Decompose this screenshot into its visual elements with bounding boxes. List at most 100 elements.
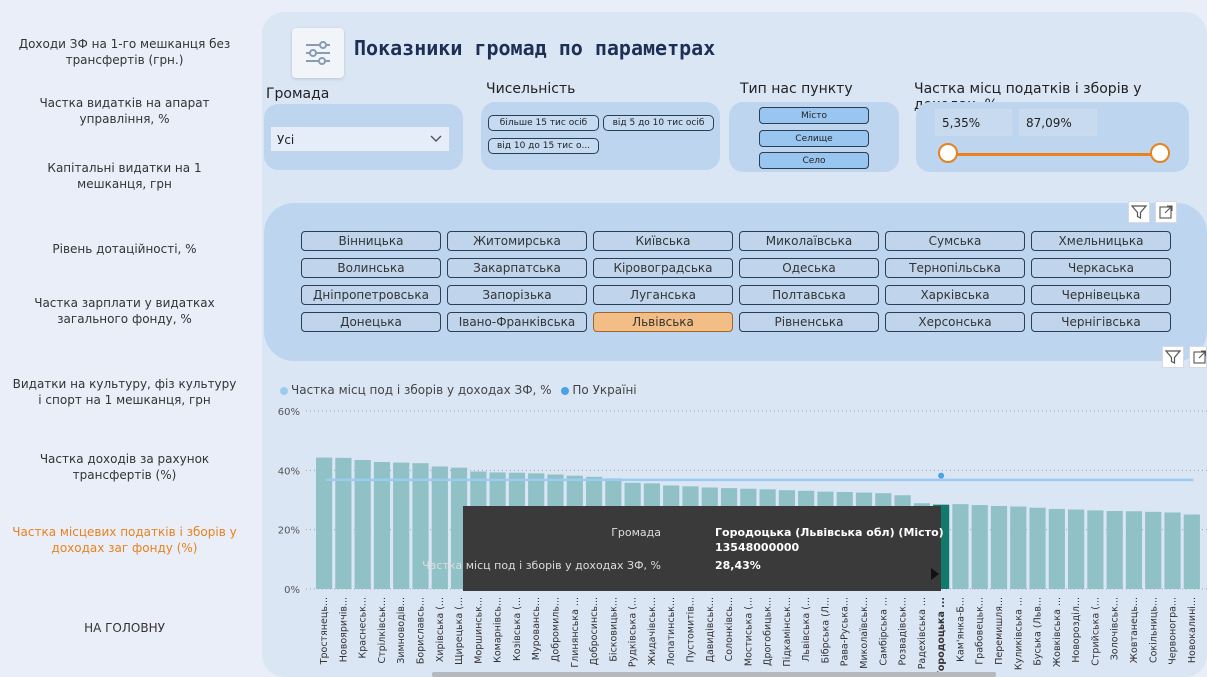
range-slider-max-handle[interactable] — [1150, 143, 1170, 163]
range-slider-min-handle[interactable] — [938, 143, 958, 163]
hromada-dropdown-value: Усі — [277, 133, 295, 147]
settlement-option-city[interactable]: Місто — [759, 107, 869, 124]
region-button[interactable]: Вінницька — [301, 231, 441, 251]
region-button[interactable]: Львівська — [593, 312, 733, 332]
region-button[interactable]: Миколаївська — [739, 231, 879, 251]
region-button[interactable]: Кіровоградська — [593, 258, 733, 278]
population-option-5-10k[interactable]: від 5 до 10 тис осіб — [603, 115, 714, 131]
nav-item-local-tax-share[interactable]: Частка місцевих податків і зборів у дохо… — [12, 525, 237, 555]
bar[interactable] — [431, 466, 448, 589]
bar[interactable] — [335, 457, 352, 589]
region-button[interactable]: Рівненська — [739, 312, 879, 332]
region-button[interactable]: Дніпропетровська — [301, 285, 441, 305]
x-tick-label: Куликівська ... — [1013, 597, 1024, 670]
filter-icon[interactable] — [1128, 201, 1150, 223]
settlement-option-town[interactable]: Селище — [759, 130, 869, 147]
focus-mode-icon[interactable] — [1155, 201, 1177, 223]
population-option-10-15k[interactable]: від 10 до 15 тис о... — [488, 138, 599, 154]
settlement-option-village[interactable]: Село — [759, 152, 869, 169]
region-button[interactable]: Хмельницька — [1031, 231, 1171, 251]
bar[interactable] — [373, 462, 391, 589]
region-button[interactable]: Закарпатська — [447, 258, 587, 278]
range-max-input[interactable]: 87,09% — [1019, 109, 1097, 136]
nav-item-capital-expenses[interactable]: Капітальні видатки на 1 мешканця, грн — [47, 161, 202, 191]
population-filter-label: Чисельність — [486, 81, 576, 97]
sliders-icon — [292, 28, 344, 78]
range-slider-track[interactable] — [948, 153, 1160, 156]
region-button[interactable]: Чернігівська — [1031, 312, 1171, 332]
region-button[interactable]: Сумська — [885, 231, 1025, 251]
bar[interactable] — [990, 505, 1008, 589]
region-button[interactable]: Черкаська — [1031, 258, 1171, 278]
bar[interactable] — [316, 457, 333, 589]
bar[interactable] — [971, 505, 988, 589]
y-tick-label: 20% — [278, 526, 300, 537]
region-button[interactable]: Волинська — [301, 258, 441, 278]
tooltip-value-number: 13548000000 — [715, 541, 800, 554]
x-tick-label: Новокалині... — [1187, 597, 1198, 663]
bar[interactable] — [952, 504, 969, 589]
bar[interactable] — [1125, 511, 1143, 589]
bar[interactable] — [1010, 506, 1027, 589]
hromada-dropdown[interactable]: Усі — [270, 126, 450, 152]
tooltip-label-share: Частка місц под і зборів у доходах ЗФ, % — [422, 559, 661, 572]
bar[interactable] — [1183, 514, 1200, 589]
x-tick-label: Миколаївськ... — [859, 597, 870, 669]
legend-dot-series — [280, 386, 288, 395]
nav-item-transfer-share[interactable]: Частка доходів за рахунок трансфертів (%… — [39, 452, 210, 482]
x-tick-label: Жовтанець... — [1129, 597, 1140, 663]
nav-item-income-per-capita[interactable]: Доходи ЗФ на 1-го мешканця без трансферт… — [18, 37, 231, 67]
nav-item-culture-sport[interactable]: Видатки на культуру, фіз культуру і спор… — [12, 377, 237, 407]
bar[interactable] — [1048, 508, 1065, 589]
region-button[interactable]: Херсонська — [885, 312, 1025, 332]
page-title: Показники громад по параметрах — [354, 36, 716, 60]
bar[interactable] — [1106, 510, 1123, 589]
region-button[interactable]: Чернівецька — [1031, 285, 1171, 305]
region-button[interactable]: Луганська — [593, 285, 733, 305]
region-button[interactable]: Одеська — [739, 258, 879, 278]
x-tick-label: Давидівськ... — [705, 597, 716, 662]
x-tick-label: Бориславсь... — [416, 597, 427, 664]
x-tick-label: Краснеськ... — [358, 597, 369, 659]
region-button[interactable]: Запорізька — [447, 285, 587, 305]
x-tick-label: Жидачівськ... — [647, 597, 658, 665]
chevron-down-icon — [429, 129, 443, 158]
nav-item-subsidy-level[interactable]: Рівень дотаційності, % — [52, 242, 197, 256]
region-button[interactable]: Харківська — [885, 285, 1025, 305]
x-tick-label: Добромиль... — [550, 597, 561, 662]
bar[interactable] — [1029, 507, 1046, 589]
nav-item-salary-share[interactable]: Частка зарплати у видатках загального фо… — [34, 296, 215, 326]
bar[interactable] — [412, 463, 429, 589]
hromada-filter-label: Громада — [266, 86, 330, 102]
x-tick-label: Муровансь... — [531, 597, 542, 660]
bar[interactable] — [1068, 509, 1085, 589]
region-button[interactable]: Житомирська — [447, 231, 587, 251]
bar[interactable] — [1087, 510, 1104, 589]
x-tick-label: Радехівська ... — [917, 597, 928, 669]
bar[interactable] — [1145, 511, 1162, 589]
bar[interactable] — [1164, 512, 1181, 589]
range-min-input[interactable]: 5,35% — [935, 109, 1012, 136]
bar[interactable] — [393, 462, 410, 589]
region-button[interactable]: Полтавська — [739, 285, 879, 305]
x-tick-label: Бібрська (Л... — [820, 597, 831, 663]
x-tick-label: Кам'янка-Б... — [955, 597, 966, 662]
x-tick-label: Сокільниць... — [1148, 597, 1159, 663]
population-option-over-15k[interactable]: більше 15 тис осіб — [488, 115, 599, 131]
region-button[interactable]: Київська — [593, 231, 733, 251]
nav-item-admin-expenses[interactable]: Частка видатків на апарат управління, % — [39, 96, 210, 126]
x-tick-label: Дрогобицьк... — [763, 597, 774, 666]
chart-horizontal-scrollbar[interactable] — [432, 672, 996, 677]
x-tick-label: Підкамінськ... — [782, 597, 793, 667]
chart-filter-icon[interactable] — [1162, 346, 1184, 368]
tooltip-value-share: 28,43% — [715, 559, 761, 572]
x-tick-label: Рудківська (... — [628, 597, 639, 667]
region-button[interactable]: Донецька — [301, 312, 441, 332]
x-tick-label: Самбірська ... — [878, 597, 889, 666]
nav-item-home[interactable]: НА ГОЛОВНУ — [84, 621, 165, 635]
region-button[interactable]: Тернопільська — [885, 258, 1025, 278]
bar[interactable] — [354, 459, 371, 589]
left-navigation: Доходи ЗФ на 1-го мешканця без трансферт… — [0, 0, 250, 677]
region-button[interactable]: Івано-Франківська — [447, 312, 587, 332]
x-tick-label: Біскoвицьк... — [608, 597, 619, 662]
